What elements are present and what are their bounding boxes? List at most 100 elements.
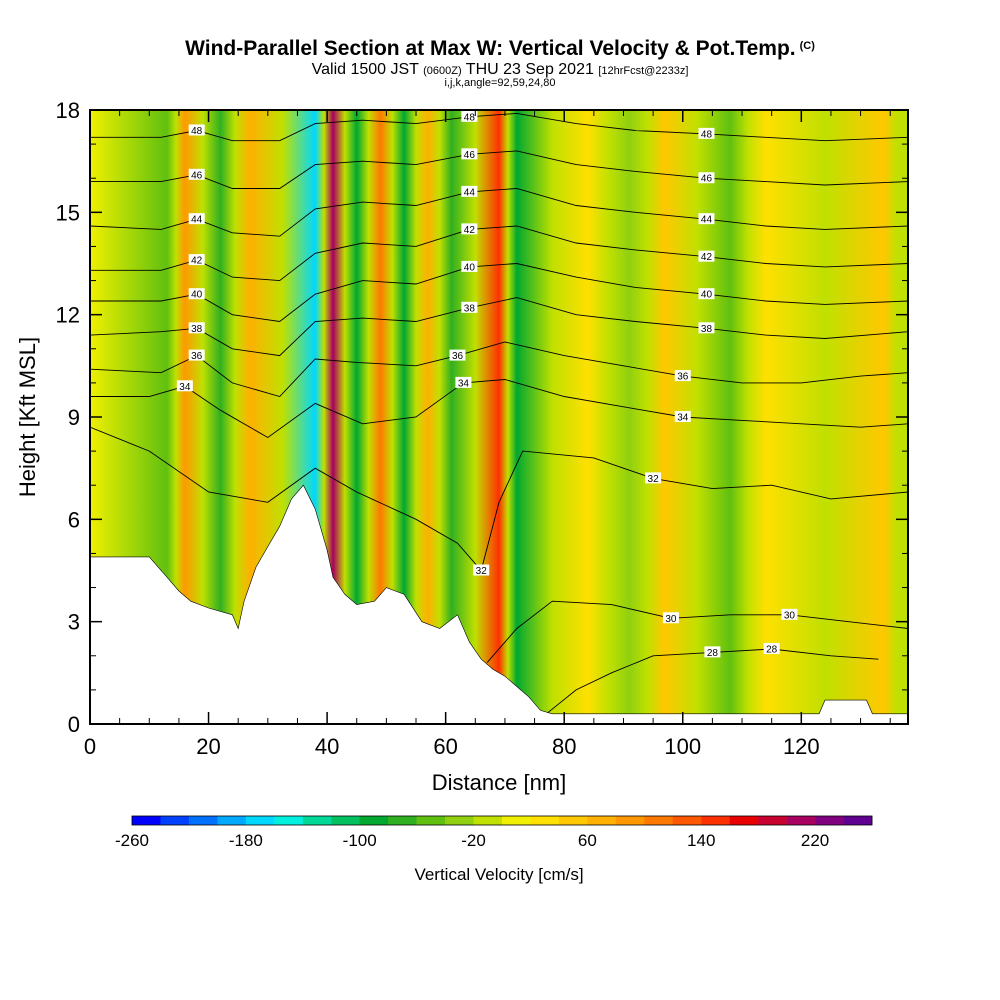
theta-label-bg: [176, 380, 193, 392]
theta-contour-28: [546, 648, 879, 715]
theta-label-bg: [188, 349, 205, 361]
theta-label: 34: [179, 382, 191, 393]
theta-label: 48: [464, 112, 476, 123]
theta-label-bg: [188, 254, 205, 266]
colorbar-swatch: [416, 816, 446, 825]
theta-label: 40: [191, 290, 203, 301]
colorbar-tick-label: -20: [461, 831, 486, 850]
x-tick-label: 0: [84, 734, 96, 759]
colorbar-swatch: [473, 816, 503, 825]
colorbar-swatch: [558, 816, 588, 825]
theta-label-bg: [461, 223, 478, 235]
theta-label-bg: [461, 110, 478, 122]
theta-label: 34: [677, 413, 689, 424]
theta-label: 42: [701, 252, 713, 263]
theta-label: 46: [464, 150, 476, 161]
colorbar-swatch: [786, 816, 816, 825]
chart-title: Wind-Parallel Section at Max W: Vertical…: [0, 37, 1000, 61]
colorbar-swatch: [672, 816, 702, 825]
y-tick-label: 18: [56, 98, 80, 123]
theta-label: 44: [701, 215, 713, 226]
x-tick-label: 100: [664, 734, 701, 759]
x-tick-label: 80: [552, 734, 576, 759]
theta-label: 46: [701, 174, 713, 185]
theta-label: 34: [458, 378, 470, 389]
colorbar-swatch: [587, 816, 617, 825]
theta-label-bg: [698, 127, 715, 139]
theta-label: 44: [464, 187, 476, 198]
colorbar-swatch: [644, 816, 674, 825]
theta-label-bg: [188, 213, 205, 225]
colorbar-swatch: [274, 816, 304, 825]
theta-label: 44: [191, 215, 203, 226]
colorbar-swatch: [245, 816, 275, 825]
theta-contours: 28 28 30 30 32 32 34 34 34 36 36 36 38 38 38 40 40 40 42 42…: [90, 110, 908, 715]
x-tick-label: 20: [196, 734, 220, 759]
theta-contour-42: [90, 225, 908, 282]
theta-label-bg: [698, 172, 715, 184]
theta-label: 38: [701, 324, 713, 335]
colorbar-swatch: [843, 816, 873, 825]
theta-label: 40: [464, 262, 476, 273]
theta-label: 48: [701, 129, 713, 140]
theta-label-bg: [188, 322, 205, 334]
y-tick-label: 12: [56, 303, 80, 328]
y-tick-label: 6: [68, 507, 80, 532]
theta-label-bg: [461, 148, 478, 160]
theta-label-bg: [763, 642, 780, 654]
grid-indices: i,j,k,angle=92,59,24,80: [444, 77, 556, 89]
colorbar-frame: [131, 815, 873, 826]
colorbar-swatch: [815, 816, 844, 825]
theta-label-bg: [662, 612, 679, 624]
theta-contour-46: [90, 150, 908, 189]
terrain: [90, 484, 908, 724]
theta-label: 46: [191, 170, 203, 181]
theta-contour-38: [90, 297, 908, 357]
x-tick-label: 40: [315, 734, 339, 759]
y-tick-label: 9: [68, 405, 80, 430]
colorbar-swatch: [445, 816, 474, 825]
theta-label-bg: [449, 349, 466, 361]
theta-contour-48: [90, 112, 908, 142]
valid-utc: (0600Z): [423, 65, 462, 77]
theta-label-bg: [473, 564, 490, 576]
colorbar-tick-label: -260: [115, 831, 149, 850]
theta-label: 36: [677, 372, 689, 383]
theta-label-bg: [455, 376, 472, 388]
theta-label-bg: [698, 213, 715, 225]
valid-post: THU 23 Sep 2021: [461, 61, 599, 78]
colorbar-swatch: [188, 816, 218, 825]
theta-label-bg: [461, 260, 478, 272]
title-main: Wind-Parallel Section at Max W: Vertical…: [185, 37, 796, 60]
theta-label: 38: [191, 324, 203, 335]
theta-label-bg: [461, 301, 478, 313]
colorbar-swatch: [160, 816, 190, 825]
valid-pre: Valid 1500 JST: [311, 61, 424, 78]
colorbar-swatch: [302, 816, 332, 825]
theta-label-bg: [704, 646, 721, 658]
y-tick-label: 0: [68, 712, 80, 737]
theta-label-bg: [698, 322, 715, 334]
theta-label: 36: [191, 351, 203, 362]
colorbar: -260 -180 -100 -20 60 140 220: [115, 815, 873, 850]
x-tick-label: 60: [433, 734, 457, 759]
theta-label-bg: [461, 185, 478, 197]
theta-label: 30: [665, 614, 677, 625]
theta-label: 42: [191, 256, 203, 267]
y-tick-label: 15: [56, 200, 80, 225]
theta-contour-40: [90, 263, 908, 322]
theta-label: 28: [707, 648, 719, 659]
theta-label: 40: [701, 290, 713, 301]
theta-label-bg: [781, 608, 798, 620]
colorbar-swatch: [530, 816, 560, 825]
colorbar-swatch: [615, 816, 645, 825]
y-tick-label: 3: [68, 610, 80, 635]
theta-label: 30: [784, 610, 796, 621]
colorbar-swatch: [502, 816, 531, 825]
colorbar-swatch: [132, 816, 161, 825]
theta-label-bg: [188, 168, 205, 180]
theta-label: 42: [464, 225, 476, 236]
colorbar-swatch: [359, 816, 389, 825]
colorbar-label: Vertical Velocity [cm/s]: [414, 865, 583, 884]
